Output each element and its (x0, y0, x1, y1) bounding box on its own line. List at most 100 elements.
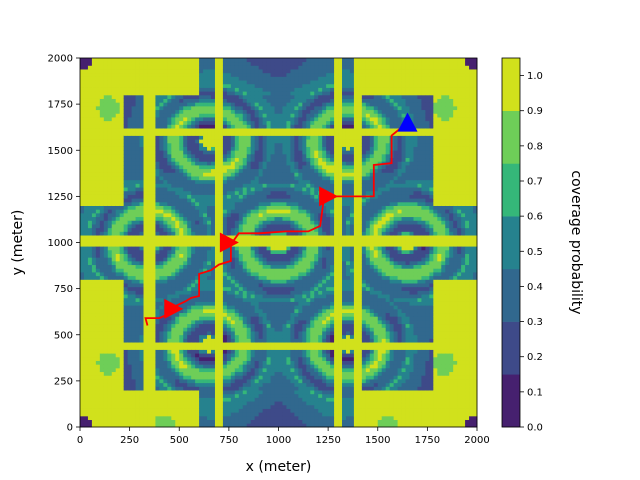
heatmap-cell (175, 327, 180, 332)
heatmap-cell (131, 312, 136, 317)
heatmap-cell (163, 268, 168, 273)
heatmap-cell (222, 308, 228, 314)
heatmap-cell (270, 131, 275, 136)
heatmap-cell (95, 334, 101, 339)
heatmap-cell (167, 146, 172, 151)
heatmap-cell (155, 375, 160, 380)
heatmap-cell (262, 216, 267, 221)
heatmap-cell (91, 367, 97, 373)
heatmap-cell (83, 176, 89, 181)
heatmap-cell (115, 375, 121, 380)
heatmap-cell (207, 87, 212, 92)
heatmap-cell (222, 109, 228, 114)
heatmap-cell (199, 415, 204, 421)
heatmap-cell (222, 105, 228, 111)
heatmap-cell (95, 393, 101, 398)
heatmap-cell (115, 382, 121, 387)
heatmap-cell (167, 168, 172, 173)
heatmap-cell (250, 382, 256, 387)
heatmap-cell (103, 172, 109, 177)
heatmap-cell (163, 423, 168, 428)
heatmap-cell (274, 201, 279, 206)
heatmap-cell (270, 360, 275, 365)
heatmap-cell (135, 246, 140, 251)
heatmap-cell (127, 190, 133, 195)
heatmap-cell (127, 109, 133, 114)
heatmap-cell (115, 231, 121, 236)
heatmap-cell (115, 253, 121, 258)
heatmap-cell (258, 105, 264, 111)
heatmap-cell (254, 146, 260, 151)
heatmap-cell (91, 227, 97, 232)
heatmap-cell (87, 113, 93, 118)
heatmap-cell (230, 393, 236, 398)
heatmap-cell (159, 161, 164, 166)
heatmap-cell (274, 238, 279, 243)
heatmap-cell (123, 404, 129, 409)
heatmap-cell (139, 408, 144, 413)
heatmap-cell (80, 404, 85, 409)
heatmap-cell (226, 220, 232, 225)
heatmap-cell (214, 139, 220, 144)
heatmap-cell (203, 408, 208, 413)
heatmap-cell (187, 205, 192, 210)
heatmap-cell (274, 257, 279, 262)
heatmap-cell (195, 161, 200, 166)
heatmap-cell (203, 294, 208, 299)
heatmap-cell (139, 209, 144, 214)
heatmap-cell (127, 168, 133, 173)
heatmap-cell (111, 342, 117, 347)
heatmap-cell (266, 249, 271, 254)
heatmap-cell (207, 131, 212, 136)
heatmap-cell (226, 109, 232, 114)
heatmap-cell (262, 246, 267, 251)
heatmap-cell (139, 353, 144, 358)
heatmap-cell (127, 105, 133, 111)
heatmap-cell (266, 153, 271, 159)
heatmap-cell (91, 58, 97, 63)
heatmap-cell (191, 290, 196, 295)
heatmap-cell (250, 371, 256, 376)
heatmap-cell (123, 205, 129, 210)
heatmap-cell (131, 83, 136, 88)
heatmap-cell (175, 415, 180, 421)
heatmap-cell (266, 235, 271, 240)
heatmap-cell (258, 128, 264, 133)
heatmap-cell (203, 268, 208, 273)
heatmap-cell (246, 198, 252, 203)
heatmap-cell (179, 367, 184, 373)
heatmap-cell (266, 168, 271, 173)
heatmap-cell (171, 120, 176, 125)
heatmap-cell (207, 220, 212, 225)
heatmap-cell (187, 294, 192, 299)
heatmap-cell (139, 76, 144, 81)
heatmap-cell (103, 242, 109, 247)
heatmap-cell (167, 194, 172, 199)
heatmap-cell (91, 212, 97, 218)
heatmap-cell (258, 312, 264, 317)
heatmap-cell (83, 331, 89, 336)
heatmap-cell (191, 139, 196, 144)
heatmap-cell (211, 242, 216, 247)
heatmap-cell (234, 212, 240, 218)
heatmap-cell (214, 305, 220, 310)
heatmap-cell (242, 172, 248, 177)
heatmap-cell (115, 98, 121, 103)
heatmap-cell (107, 412, 113, 417)
heatmap-cell (111, 69, 117, 74)
heatmap-cell (262, 194, 267, 199)
heatmap-cell (91, 150, 97, 155)
heatmap-cell (143, 69, 148, 74)
heatmap-cell (262, 109, 267, 114)
heatmap-cell (115, 183, 121, 188)
heatmap-cell (183, 331, 188, 336)
heatmap-cell (195, 319, 200, 325)
heatmap-cell (95, 268, 101, 273)
heatmap-cell (274, 168, 279, 173)
heatmap-cell (258, 205, 264, 210)
heatmap-cell (187, 264, 192, 269)
heatmap-cell (171, 412, 176, 417)
heatmap-cell (242, 275, 248, 280)
heatmap-cell (254, 216, 260, 221)
heatmap-cell (159, 334, 164, 339)
